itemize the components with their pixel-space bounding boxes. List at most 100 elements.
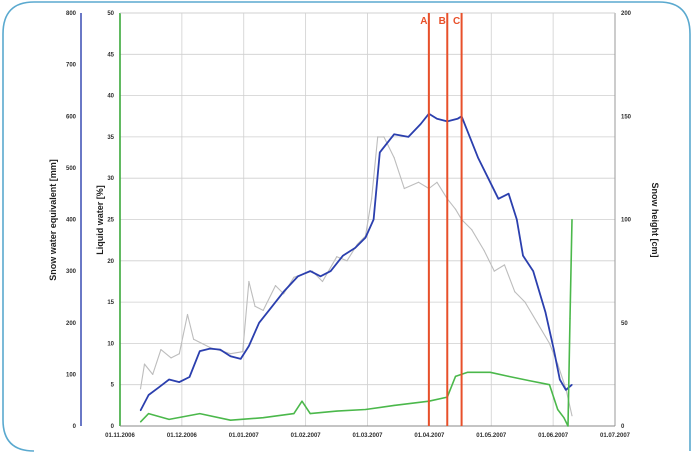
series-point [420, 123, 422, 125]
series-point [248, 345, 250, 347]
series-point [571, 218, 573, 221]
series-point [229, 355, 232, 357]
y-tick-label-snow-height: 200 [621, 11, 632, 17]
series-point [254, 305, 256, 307]
series-point [229, 419, 232, 421]
series-point [139, 388, 142, 390]
x-tick-label: 01.04.2007 [414, 433, 445, 439]
series-point [373, 218, 375, 221]
series-point [522, 255, 524, 257]
series-point [346, 260, 348, 262]
series-point [497, 198, 499, 200]
series-point [379, 151, 381, 153]
series-point [139, 421, 142, 423]
series-point [407, 136, 409, 138]
series-point [477, 157, 479, 159]
series-point [514, 291, 516, 293]
y-tick-label-swe: 200 [66, 321, 77, 327]
y-tick-label-liquid-water: 5 [111, 383, 115, 389]
x-tick-label: 01.11.2006 [105, 433, 135, 439]
series-point [483, 249, 485, 252]
series-line-snow-height [139, 136, 573, 416]
series-point [487, 177, 489, 179]
series-point [456, 118, 459, 120]
y-tick-label-swe: 500 [66, 166, 77, 172]
series-point [178, 353, 180, 355]
x-tick-label: 01.02.2007 [291, 433, 322, 439]
series-point [199, 413, 201, 415]
series-point [188, 376, 191, 378]
series-point [160, 349, 162, 351]
series-point [148, 413, 150, 415]
series-point [508, 193, 510, 195]
series-point [418, 181, 420, 183]
series-point [293, 413, 295, 415]
series-point [544, 311, 547, 313]
series-point [436, 118, 438, 120]
y-tick-label-liquid-water: 45 [107, 52, 114, 58]
series-point [548, 342, 551, 344]
series-point [248, 280, 250, 283]
series-point [262, 309, 264, 311]
series-point [571, 415, 573, 417]
x-tick-label: 01.07.2007 [600, 433, 631, 439]
series-point [436, 181, 438, 183]
series-point [193, 338, 195, 340]
series-point [229, 353, 232, 355]
y-tick-label-swe: 0 [73, 424, 77, 430]
series-line-swe [139, 112, 573, 411]
series-point [283, 291, 285, 293]
y-axis-title-swe: Snow water equivalent [mm] [48, 159, 58, 281]
series-point [240, 358, 242, 360]
series-point [148, 394, 150, 396]
y-tick-label-liquid-water: 50 [107, 11, 114, 17]
series-point [553, 348, 555, 350]
y-tick-label-swe: 100 [66, 372, 77, 378]
series-point [262, 417, 264, 419]
y-tick-label-liquid-water: 20 [107, 259, 114, 265]
series-point [528, 380, 530, 382]
series-point [403, 187, 405, 190]
x-tick-label: 01.12.2006 [167, 433, 198, 439]
series-point [532, 270, 534, 272]
series-point [139, 409, 142, 412]
series-point [454, 208, 457, 210]
series-point [309, 270, 311, 272]
series-point [143, 363, 146, 365]
series-point [524, 301, 526, 303]
y-tick-label-liquid-water: 25 [107, 218, 114, 224]
series-point [321, 280, 324, 283]
y-axis-title-snow-height: Snow height [cm] [650, 183, 660, 258]
series-point [565, 389, 567, 391]
y-tick-label-snow-height: 100 [621, 218, 632, 224]
series-point [467, 131, 469, 133]
series-point [371, 198, 373, 200]
series-point [330, 270, 332, 272]
series-point [536, 322, 538, 324]
series-point [336, 410, 338, 412]
axes [80, 12, 616, 427]
series-point [186, 313, 189, 316]
series-point [354, 247, 356, 249]
marker-label-a: A [420, 16, 427, 27]
y-tick-label-swe: 400 [66, 218, 77, 224]
y-tick-label-liquid-water: 35 [107, 135, 114, 141]
series-point [270, 306, 272, 308]
series-point [297, 275, 299, 277]
series-point [393, 157, 395, 159]
series-point [377, 136, 379, 138]
series-point [489, 371, 491, 373]
y-tick-label-liquid-water: 15 [107, 300, 114, 306]
series-point [557, 408, 559, 411]
y-tick-label-liquid-water: 30 [107, 176, 114, 182]
series-point [393, 404, 395, 406]
series-point [364, 237, 367, 239]
series-point [383, 136, 385, 138]
series-point [258, 322, 260, 324]
marker-label-b: B [439, 16, 446, 27]
y-tick-label-snow-height: 50 [621, 321, 628, 327]
series-point [199, 350, 201, 352]
